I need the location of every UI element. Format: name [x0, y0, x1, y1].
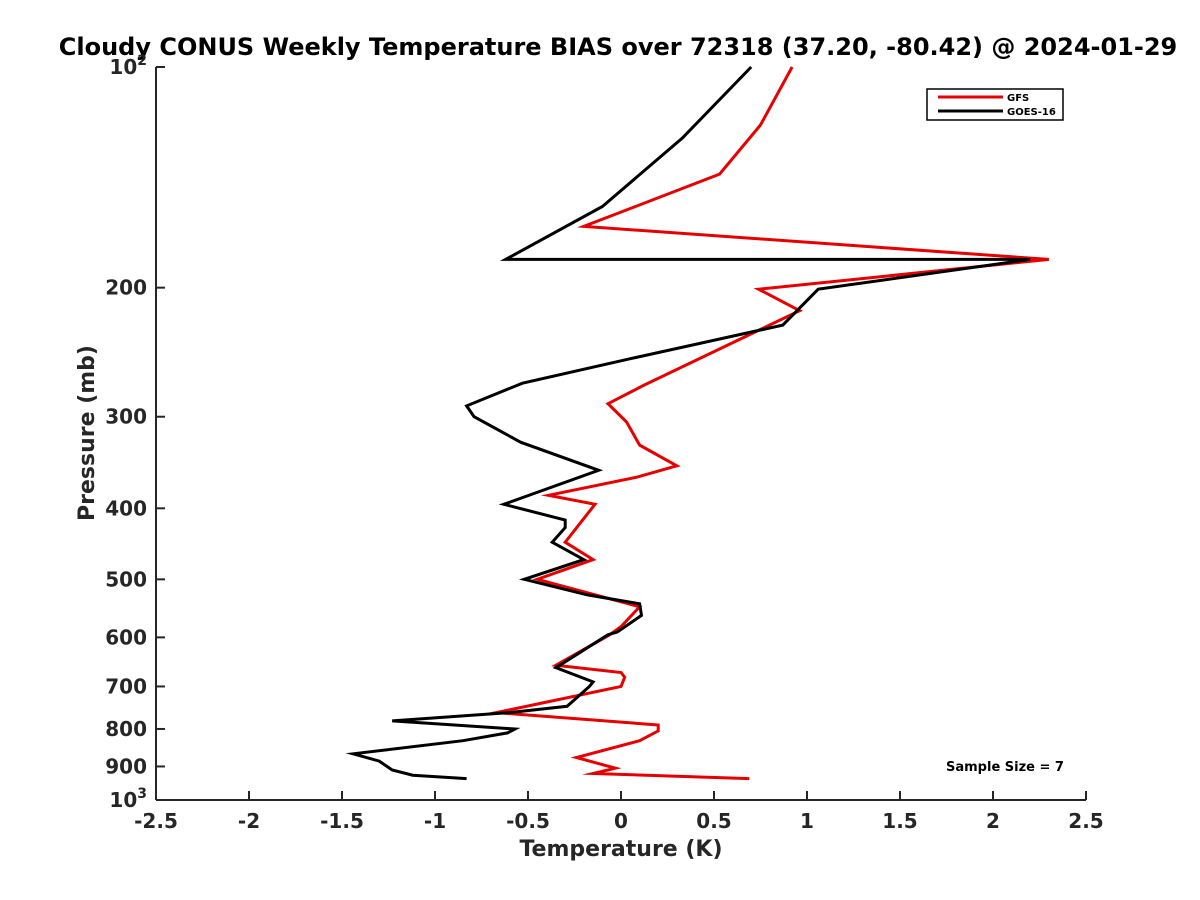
y-tick-label: 200 [105, 276, 147, 300]
legend: GFS GOES-16 [926, 88, 1064, 121]
y-tick-label: 300 [105, 405, 147, 429]
x-tick-label: 1.5 [882, 809, 917, 833]
y-tick-label: 500 [105, 567, 147, 591]
legend-label-gfs: GFS [1007, 93, 1029, 104]
legend-label-goes16: GOES-16 [1007, 107, 1056, 118]
x-axis-ticks: -2.5 -2 -1.5 -1 -0.5 0 0.5 1 1.5 2 2.5 [134, 791, 1104, 833]
chart-title: Cloudy CONUS Weekly Temperature BIAS ove… [59, 33, 1177, 61]
series-line-goes16 [345, 65, 1031, 781]
legend-box [926, 88, 1064, 121]
y-tick-label: 400 [105, 496, 147, 520]
y-tick-exponent: 3 [137, 786, 147, 802]
y-tick-base: 10 [109, 55, 137, 79]
y-axis-label: Pressure (mb) [75, 345, 100, 521]
x-tick-label: 2.5 [1068, 809, 1103, 833]
sample-size-annotation: Sample Size = 7 [946, 760, 1064, 775]
y-tick-base: 10 [109, 788, 137, 812]
x-tick-label: 0.5 [696, 809, 731, 833]
x-tick-label: -0.5 [506, 809, 550, 833]
x-tick-label: 0 [614, 809, 628, 833]
y-tick-exponent: 2 [137, 53, 147, 69]
y-tick-label: 800 [105, 717, 147, 741]
x-tick-label: 1 [800, 809, 814, 833]
y-tick-label: 102 [109, 53, 147, 79]
y-tick-label: 103 [109, 786, 147, 812]
y-tick-label: 700 [105, 674, 147, 698]
x-tick-label: -1 [424, 809, 446, 833]
y-tick-label: 600 [105, 625, 147, 649]
y-tick-label: 900 [105, 754, 147, 778]
x-tick-label: 2 [986, 809, 1000, 833]
x-axis-label: Temperature (K) [519, 837, 722, 862]
x-tick-label: -2 [238, 809, 260, 833]
x-tick-label: -2.5 [134, 809, 178, 833]
plot-series [345, 65, 1049, 781]
x-tick-label: -1.5 [320, 809, 364, 833]
series-line-gfs [485, 66, 1049, 781]
